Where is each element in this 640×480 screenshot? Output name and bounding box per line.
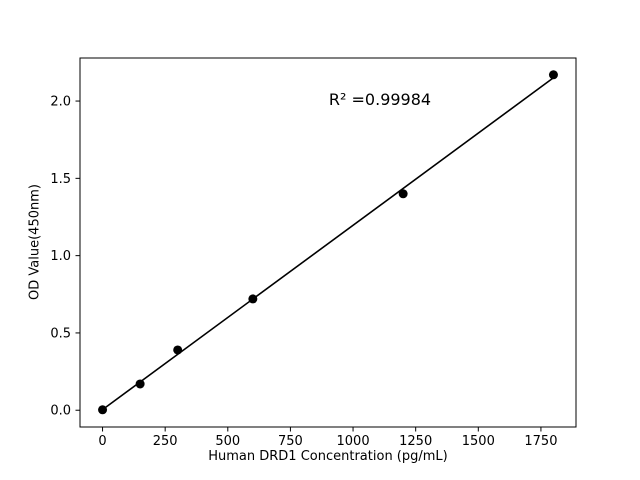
data-point xyxy=(248,294,258,304)
data-point xyxy=(98,405,108,415)
x-tick-label: 750 xyxy=(278,434,303,449)
x-tick-label: 500 xyxy=(215,434,240,449)
plot-spines xyxy=(79,57,577,428)
y-tick-label: 1.5 xyxy=(50,172,71,187)
data-point xyxy=(173,345,183,355)
x-tick-label: 1000 xyxy=(337,434,370,449)
r-squared-annotation: R² =0.99984 xyxy=(328,90,432,109)
x-tick-label: 1250 xyxy=(399,434,432,449)
data-point xyxy=(135,379,145,389)
y-axis-label: OD Value(450nm) xyxy=(27,184,43,300)
y-tick-label: 0.0 xyxy=(50,404,71,419)
data-point xyxy=(398,189,408,199)
data-point xyxy=(548,70,558,80)
y-tick-label: 1.0 xyxy=(50,249,71,264)
x-axis-label: Human DRD1 Concentration (pg/mL) xyxy=(208,449,448,464)
y-tick-label: 2.0 xyxy=(50,95,71,110)
x-tick-label: 250 xyxy=(153,434,178,449)
x-tick-label: 0 xyxy=(98,434,106,449)
x-tick-label: 1500 xyxy=(462,434,495,449)
y-tick-label: 0.5 xyxy=(50,326,71,341)
fit-line xyxy=(102,77,554,411)
x-tick-label: 1750 xyxy=(524,434,557,449)
